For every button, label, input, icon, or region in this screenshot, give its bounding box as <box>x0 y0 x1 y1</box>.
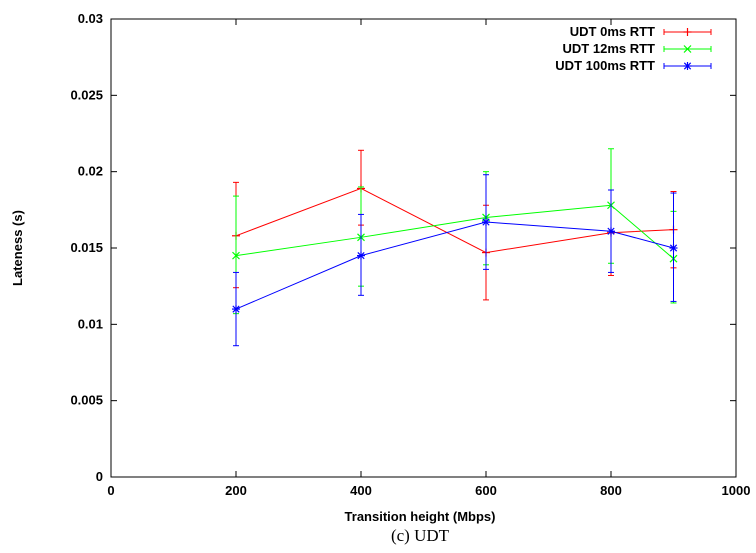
x-tick-label: 600 <box>475 483 497 498</box>
legend-label: UDT 0ms RTT <box>570 24 655 39</box>
x-tick-label: 400 <box>350 483 372 498</box>
x-tick-label: 1000 <box>722 483 751 498</box>
legend-label: UDT 100ms RTT <box>555 58 655 73</box>
marker-stroke <box>482 218 490 226</box>
y-tick-label: 0.03 <box>78 11 103 26</box>
y-tick-label: 0 <box>96 469 103 484</box>
x-tick-label: 800 <box>600 483 622 498</box>
legend-marker <box>683 28 692 36</box>
series-2 <box>232 174 678 347</box>
plot-frame <box>110 18 737 478</box>
marker-stroke <box>607 227 615 235</box>
series-line <box>235 221 674 310</box>
x-axis-label: Transition height (Mbps) <box>345 509 496 524</box>
y-tick-label: 0.025 <box>70 87 103 102</box>
series-line <box>235 187 674 254</box>
data-point <box>232 305 240 314</box>
series-line <box>235 204 674 260</box>
y-tick-label: 0.02 <box>78 164 103 179</box>
y-axis-label: Lateness (s) <box>10 210 25 286</box>
data-point <box>669 244 678 252</box>
legend-marker <box>683 45 692 53</box>
y-tick-label: 0.005 <box>70 393 103 408</box>
marker-stroke <box>669 244 678 252</box>
marker-stroke <box>232 305 240 313</box>
marker-stroke <box>683 62 692 70</box>
figure-caption: (c) UDT <box>391 526 450 545</box>
data-point <box>482 218 490 227</box>
series-layer <box>232 148 678 347</box>
y-tick-label: 0.015 <box>70 240 103 255</box>
x-tick-label: 0 <box>107 483 114 498</box>
legend: UDT 0ms RTT UDT 12ms RTT UDT 100ms RTT <box>555 24 712 73</box>
legend-marker <box>683 62 692 70</box>
y-tick-label: 0.01 <box>78 316 103 331</box>
x-tick-label: 200 <box>225 483 247 498</box>
data-point <box>357 251 365 260</box>
marker-stroke <box>357 252 365 260</box>
legend-label: UDT 12ms RTT <box>563 41 656 56</box>
data-point <box>232 251 240 260</box>
data-point <box>607 227 615 236</box>
x-axis-ticks: 0 200 400 600 800 1000 <box>107 19 750 498</box>
marker-stroke <box>232 251 240 260</box>
y-axis-ticks: 0 0.005 0.01 0.015 0.02 0.025 0.03 <box>70 11 736 484</box>
marker-stroke <box>683 45 692 53</box>
